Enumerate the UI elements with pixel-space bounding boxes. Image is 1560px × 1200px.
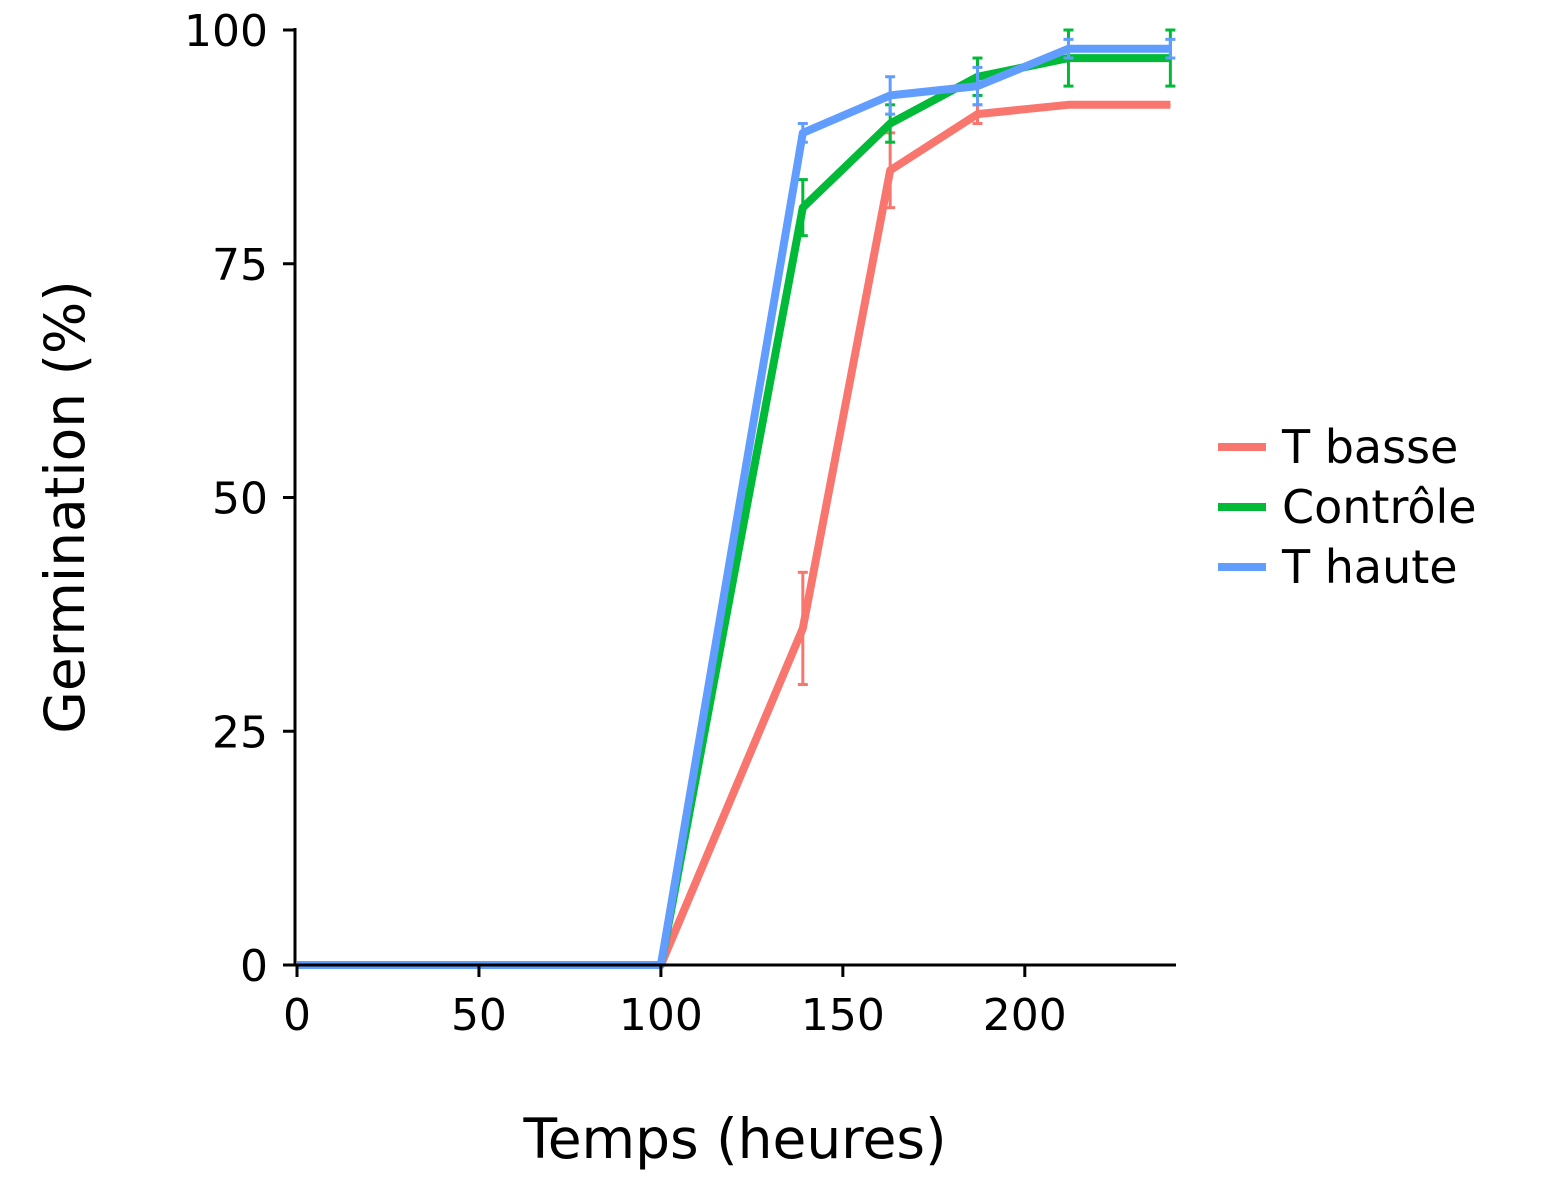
- x-axis-title: Temps (heures): [522, 1107, 946, 1171]
- x-tick-label: 100: [619, 990, 703, 1041]
- data-point: [1169, 104, 1171, 106]
- legend: T basse Contrôle T haute: [1218, 420, 1477, 594]
- data-point: [889, 94, 891, 96]
- y-tick-label: 100: [184, 6, 268, 57]
- data-point: [889, 169, 891, 171]
- y-tick-label: 50: [212, 474, 268, 525]
- ticks-layer: 0 50 100 150 200 0 25 50 75 100: [184, 6, 1067, 1041]
- x-tick-label: 0: [283, 990, 311, 1041]
- data-point: [1067, 48, 1069, 50]
- data-point: [976, 85, 978, 87]
- x-tick-label: 50: [451, 990, 507, 1041]
- legend-label: T haute: [1281, 540, 1458, 594]
- legend-label: T basse: [1281, 420, 1458, 474]
- y-tick-label: 0: [240, 941, 268, 992]
- data-point: [802, 132, 804, 134]
- legend-label: Contrôle: [1282, 480, 1477, 534]
- x-tick-label: 200: [983, 990, 1067, 1041]
- data-point: [1169, 48, 1171, 50]
- data-point: [889, 123, 891, 124]
- y-tick-label: 25: [212, 707, 268, 758]
- y-tick-label: 75: [212, 240, 268, 291]
- x-tick-label: 150: [801, 990, 885, 1041]
- data-point: [1067, 104, 1069, 106]
- data-point: [802, 207, 804, 209]
- y-axis-title: Germination (%): [33, 280, 97, 734]
- data-point: [802, 627, 804, 629]
- data-point: [976, 113, 978, 115]
